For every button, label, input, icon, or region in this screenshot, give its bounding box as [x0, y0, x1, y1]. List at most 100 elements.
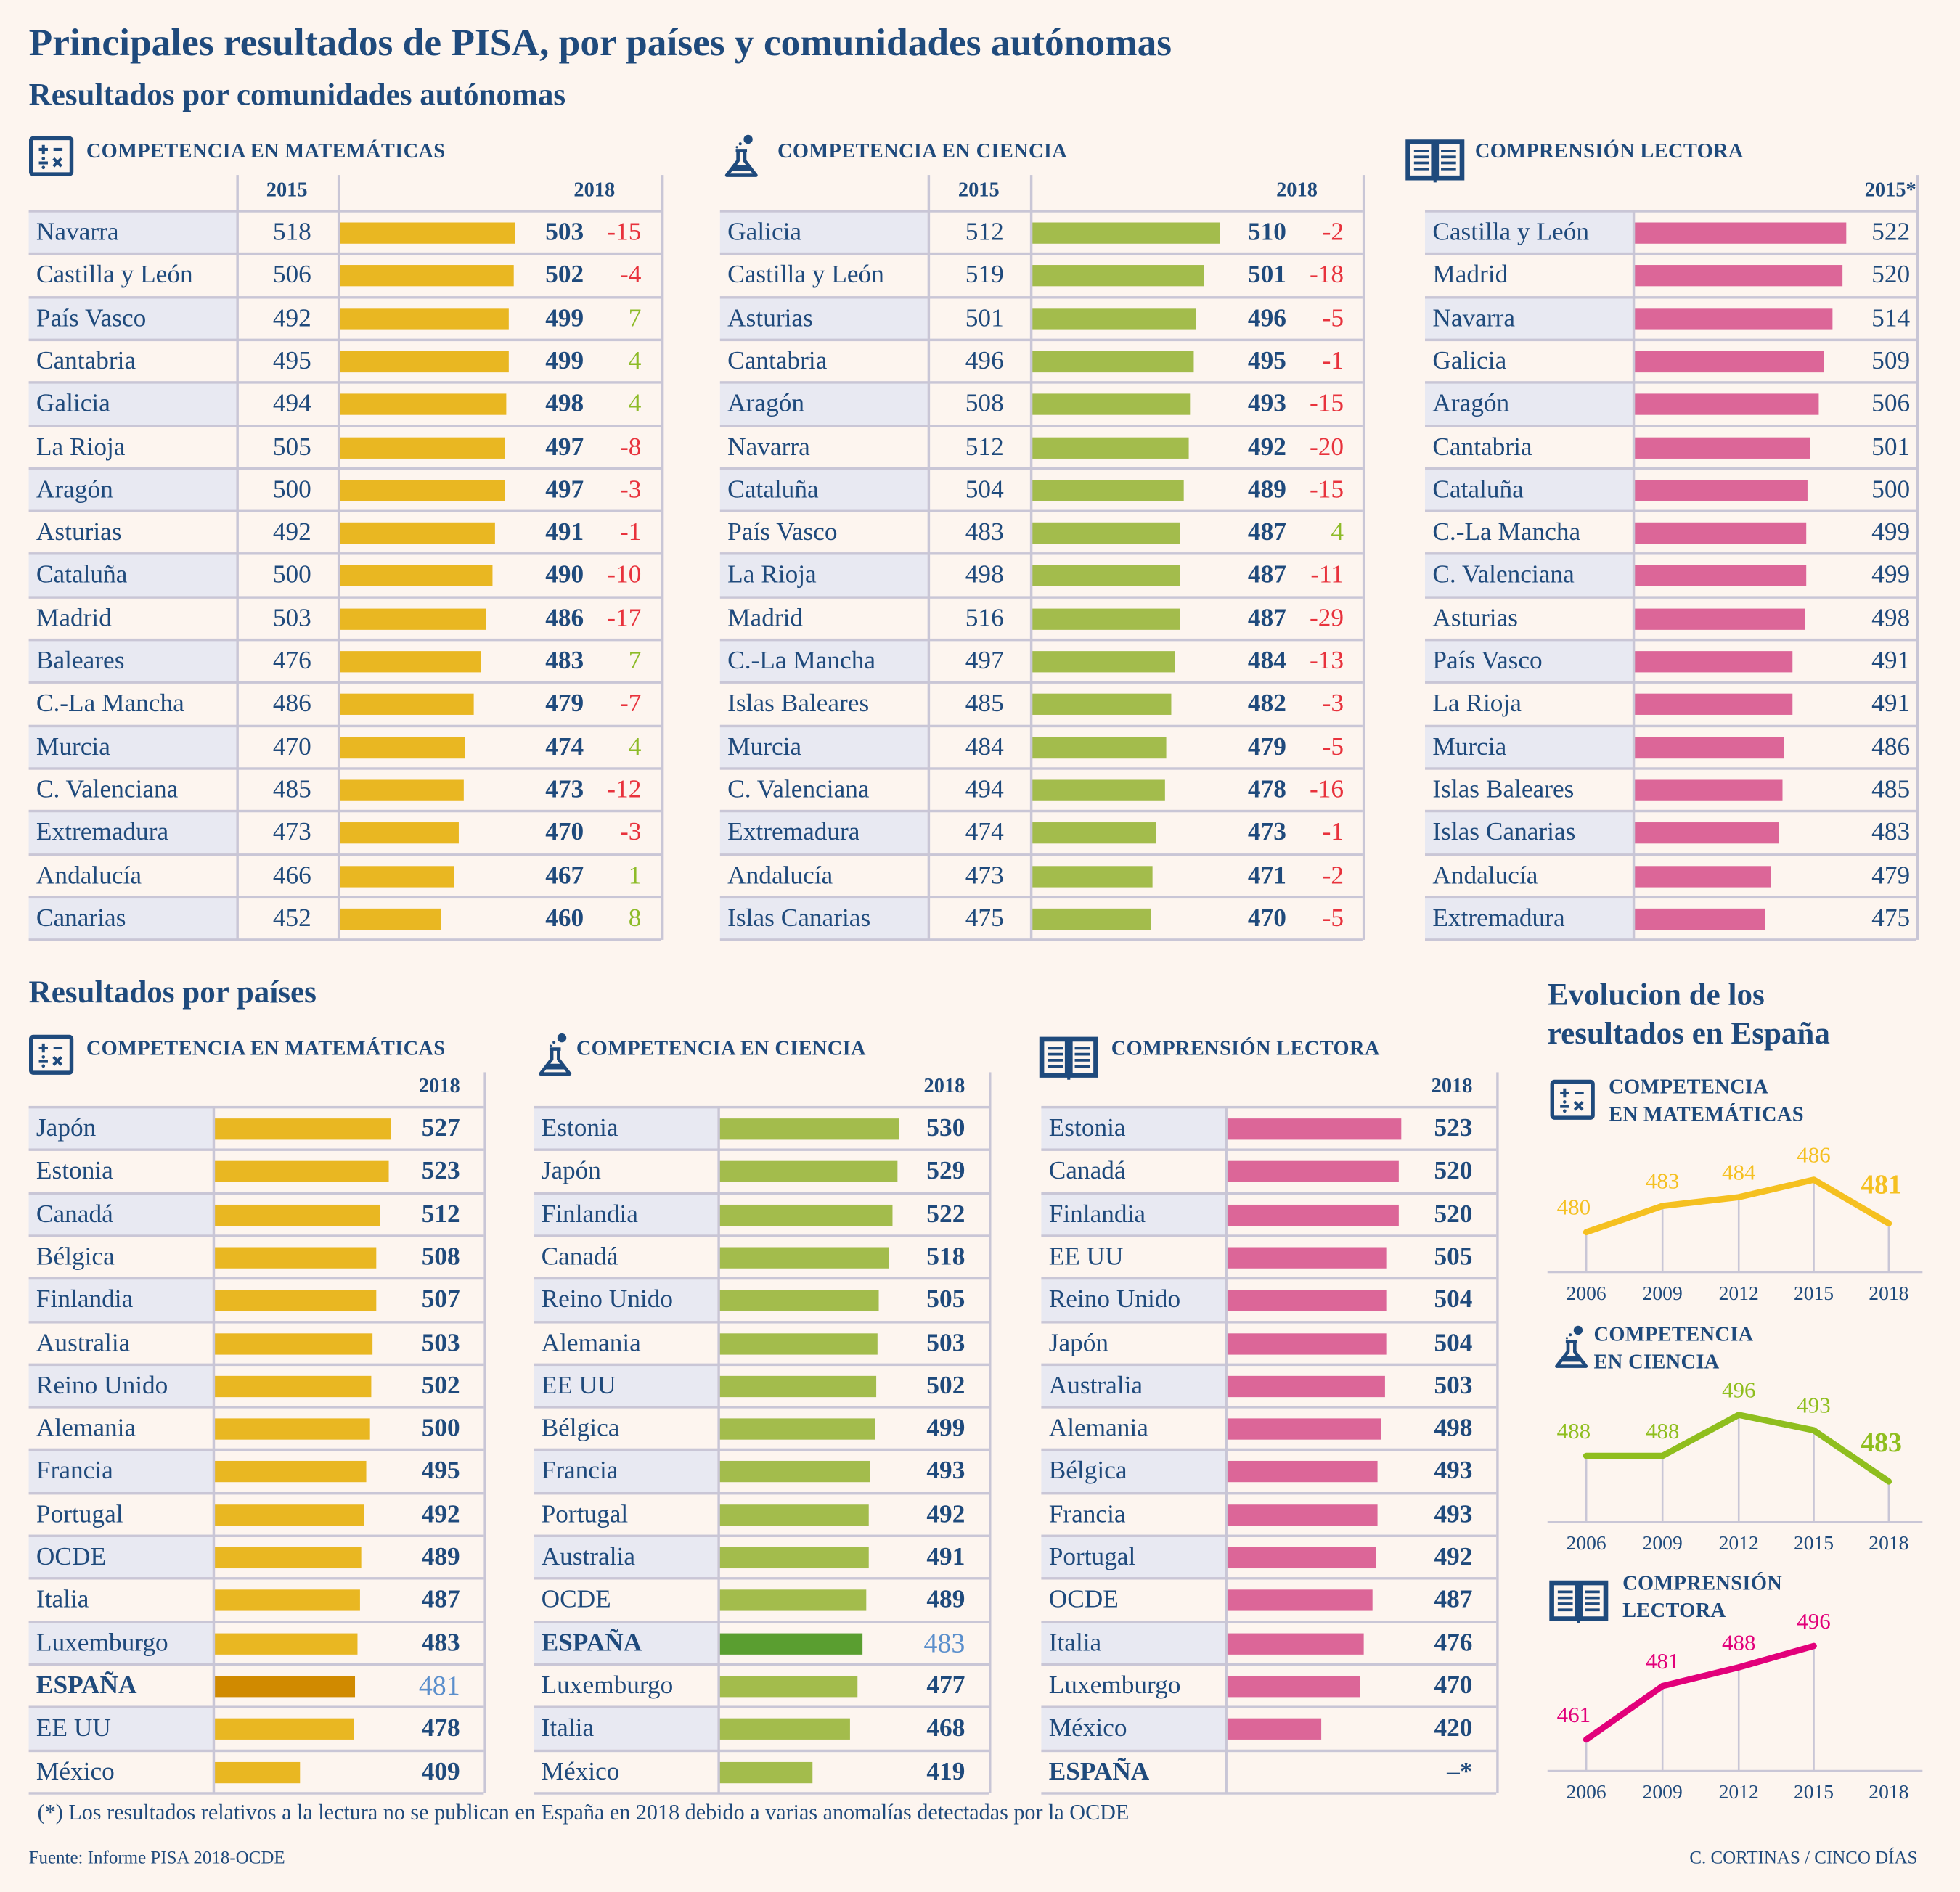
value-2015: 473 [965, 861, 1004, 890]
value-2018: 476 [1434, 1629, 1473, 1657]
x-tick-label: 2006 [1567, 1531, 1606, 1554]
region-name: Extremadura [727, 819, 860, 847]
row-shade [719, 554, 928, 597]
regions-science-row-divider [719, 681, 1363, 684]
countries-math-row-divider [28, 1234, 484, 1237]
bar-2015 [1633, 565, 1807, 587]
bar-2018 [213, 1204, 380, 1226]
region-name: Madrid [36, 604, 112, 632]
regions-reading-row-divider [1425, 595, 1916, 599]
regions-reading-row-divider [1425, 938, 1916, 941]
bar-2018 [213, 1247, 377, 1269]
country-name: Australia [36, 1329, 131, 1357]
value-2018: 530 [926, 1114, 965, 1142]
row-shade [534, 1364, 718, 1408]
value-2015: 483 [965, 518, 1004, 546]
country-name: OCDE [36, 1543, 107, 1571]
x-tick-label: 2009 [1643, 1282, 1683, 1304]
country-name: Luxemburgo [541, 1671, 674, 1700]
regions-science-row-divider [719, 638, 1363, 642]
evolution-title-line2: resultados en España [1547, 1017, 1830, 1052]
regions-math-row-divider [28, 210, 661, 213]
regions-reading-row-divider [1425, 810, 1916, 813]
region-name: País Vasco [36, 304, 147, 332]
chart-0-title-line2: EN MATEMÁTICAS [1609, 1102, 1804, 1126]
value-2018: 498 [1434, 1414, 1473, 1443]
regions-science-row-divider [719, 896, 1363, 898]
country-name: Francia [541, 1457, 618, 1486]
country-name: México [36, 1757, 115, 1785]
bar-2018 [213, 1375, 372, 1397]
value-2015: 473 [272, 819, 311, 847]
row-shade [28, 554, 237, 597]
column-divider [1029, 175, 1032, 941]
countries-math-row-divider [28, 1105, 484, 1109]
country-name: Finlandia [36, 1286, 134, 1314]
column-header-2018: 2018 [1276, 177, 1318, 202]
region-name: Galicia [1432, 347, 1507, 375]
value-2018: 483 [421, 1629, 460, 1657]
regions-math-row-divider [28, 724, 661, 727]
countries-reading-row-divider [1041, 1577, 1497, 1581]
value-2015: 494 [965, 776, 1004, 804]
region-name: C. Valenciana [727, 776, 870, 804]
row-shade [1425, 725, 1633, 769]
bar-2015 [1633, 522, 1807, 544]
region-name: Castilla y León [36, 261, 193, 290]
region-name: Galicia [36, 390, 110, 418]
countries-science-row-divider [534, 1192, 989, 1195]
countries-reading-row-divider [1041, 1491, 1497, 1494]
row-shade [719, 725, 928, 769]
row-shade [28, 1621, 213, 1665]
countries-math-row-divider [28, 1491, 484, 1494]
bar-2018 [1031, 479, 1184, 501]
value-2018: 502 [545, 261, 584, 290]
value-2018: 492 [1247, 433, 1286, 461]
bar-2018 [719, 1332, 878, 1354]
bar-2018 [719, 1418, 875, 1440]
column-header-2018: 2018 [923, 1073, 965, 1097]
book-icon [1405, 139, 1465, 183]
x-tick-label: 2012 [1719, 1780, 1759, 1803]
x-tick-label: 2018 [1869, 1780, 1908, 1803]
region-name: C.-La Mancha [727, 647, 876, 675]
country-name: México [1048, 1714, 1127, 1742]
x-tick-label: 2015 [1794, 1780, 1834, 1803]
row-shade [28, 468, 237, 512]
bar-2018 [1031, 522, 1180, 544]
bar-2018 [338, 436, 505, 459]
bar-2015 [1633, 908, 1765, 930]
regions-reading-row-divider [1425, 381, 1916, 384]
regions-math-row-divider [28, 767, 661, 770]
countries-science-row-divider [534, 1534, 989, 1537]
bar-2018 [1031, 436, 1189, 459]
delta-value: -2 [1322, 861, 1344, 890]
bar-2018 [1031, 908, 1151, 930]
regions-math-row-divider [28, 552, 661, 556]
value-2018: 473 [545, 776, 584, 804]
row-shade [1041, 1536, 1225, 1579]
delta-value: 7 [628, 304, 642, 332]
country-name: Finlandia [1048, 1200, 1146, 1228]
country-name: Francia [1048, 1500, 1126, 1528]
region-name: Asturias [36, 518, 122, 546]
region-name: La Rioja [36, 433, 126, 461]
row-shade [719, 382, 928, 426]
value-2015: 485 [272, 776, 311, 804]
footnote: (*) Los resultados relativos a la lectur… [37, 1799, 1130, 1825]
value-2015: 479 [1871, 861, 1911, 890]
country-name-spain: ESPAÑA [36, 1671, 137, 1700]
country-name: Estonia [541, 1114, 618, 1142]
bar-2018 [719, 1461, 870, 1483]
region-name: Islas Canarias [727, 904, 871, 933]
bar-2018 [338, 308, 509, 329]
value-2018: 499 [545, 304, 584, 332]
value-2015: 466 [272, 861, 311, 890]
bar-2018 [719, 1547, 869, 1569]
bar-2018 [213, 1504, 364, 1526]
delta-value: -15 [607, 218, 642, 247]
chart-2-title-line2: LECTORA [1622, 1598, 1726, 1623]
value-2018: 492 [421, 1500, 460, 1528]
value-2015: 499 [1871, 561, 1911, 589]
bar-2018 [338, 265, 514, 287]
